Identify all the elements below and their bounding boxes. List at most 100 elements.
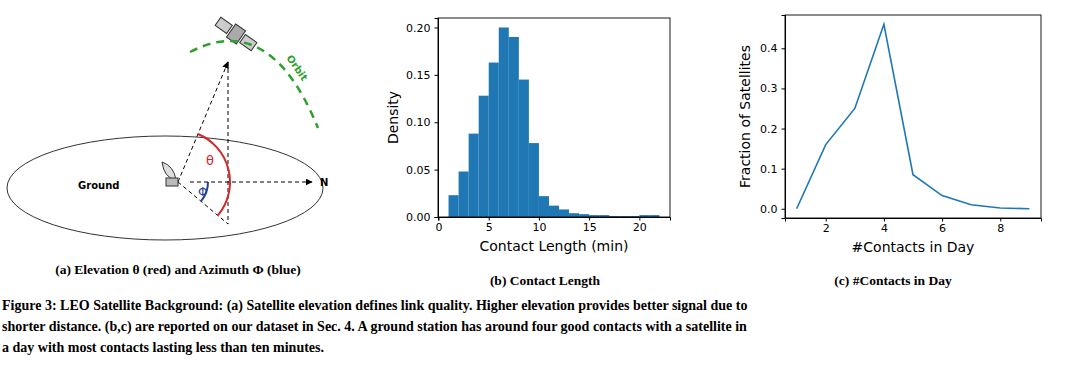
elevation-label: θ [206, 153, 214, 168]
tick: 0 [436, 217, 443, 234]
x-axis: 2 4 6 8 [786, 218, 1042, 235]
bar [539, 196, 549, 217]
bar [519, 80, 529, 217]
diagram: OrbitGroundNθΦ [7, 15, 328, 240]
tick-label: 20 [633, 221, 647, 234]
tick-label: 0.00 [406, 211, 431, 224]
dish [162, 162, 176, 180]
tick-label: 0.15 [406, 69, 431, 82]
subcaption: (c) #Contacts in Day [834, 273, 952, 288]
tick-label: 0.1 [760, 163, 778, 176]
ground-plane [7, 136, 323, 240]
tick: 0.4 [760, 42, 785, 55]
plot-area [797, 24, 1030, 209]
plot-frame [785, 15, 1041, 218]
tick: 0.0 [760, 203, 785, 216]
plot-area [449, 27, 660, 217]
bar [489, 63, 499, 217]
tick-mark [539, 217, 540, 221]
tick-label: 8 [997, 222, 1004, 235]
tick-label: 0.05 [406, 164, 431, 177]
bar [449, 195, 459, 217]
tick: 4 [881, 218, 888, 235]
azimuth-label: Φ [198, 185, 207, 199]
tick-label: 0 [436, 221, 443, 234]
tick-mark [589, 217, 590, 221]
figure: OrbitGroundNθΦ(a) Elevation θ (red) and … [0, 0, 1078, 372]
tick: 0.2 [760, 123, 785, 136]
tick-mark [435, 170, 439, 171]
tick: 0.05 [406, 164, 438, 177]
line-to-satellite [178, 62, 228, 182]
tick-mark [435, 75, 439, 76]
x-axis-title: #Contacts in Day [852, 239, 975, 255]
satellite-icon [213, 15, 258, 53]
tick-mark [435, 122, 439, 123]
subcaption: (b) Contact Length [490, 273, 601, 288]
tick-label: 0.4 [760, 42, 778, 55]
tick: 0.20 [406, 21, 438, 34]
orbit-path [190, 41, 318, 128]
tick: 0.15 [406, 69, 438, 82]
tick: 15 [583, 217, 597, 234]
tick: 6 [939, 218, 946, 235]
tick: 20 [633, 217, 647, 234]
chart: 2 4 6 8 0.0 0.1 0.2 0.3 0.4 #Contacts in Day Fract… [737, 15, 1042, 288]
tick: 0.1 [760, 163, 785, 176]
solar-panel [215, 17, 232, 33]
plot-frame [438, 18, 670, 217]
tick-mark [435, 27, 439, 28]
tick-label: 0.0 [760, 203, 778, 216]
tick-mark [489, 217, 490, 221]
bar [499, 27, 509, 217]
axis-line [786, 219, 1042, 222]
tick-label: 0.2 [760, 123, 778, 136]
north-label: N [320, 177, 328, 188]
bar [529, 143, 539, 217]
tick-label: 4 [881, 222, 888, 235]
y-axis: 0.00 0.05 0.10 0.15 0.20 [406, 19, 439, 225]
figure-caption: Figure 3: LEO Satellite Background: (a) … [2, 298, 747, 355]
tick-label: 6 [939, 222, 946, 235]
tick-label: 0.3 [760, 82, 778, 95]
chart: 0 5 10 15 20 0.00 0.05 0.10 0.15 0.20 Contact Leng… [385, 18, 671, 288]
tick-mark [826, 218, 827, 222]
tick-mark [435, 217, 439, 218]
tick-label: 15 [583, 221, 597, 234]
tick-mark [782, 169, 786, 170]
tick-label: 2 [823, 222, 830, 235]
tick: 10 [532, 217, 546, 234]
tick-label: 5 [486, 221, 493, 234]
tick: 0.00 [406, 211, 438, 224]
bar [459, 172, 469, 217]
elevation-arc [198, 134, 230, 215]
bar [569, 213, 579, 217]
tick: 8 [997, 218, 1004, 235]
ground-station-icon [162, 162, 178, 186]
bar [479, 96, 489, 217]
x-axis: 0 5 10 15 20 [436, 217, 671, 234]
tick: 2 [823, 218, 830, 235]
tick: 0.3 [760, 82, 785, 95]
tick-mark [782, 48, 786, 49]
tick-mark [884, 218, 885, 222]
tick-mark [942, 218, 943, 222]
tick-mark [639, 217, 640, 221]
tick-mark [782, 88, 786, 89]
line [797, 24, 1030, 209]
y-axis-title: Density [385, 91, 401, 144]
caption-line: Figure 3: LEO Satellite Background: (a) … [2, 298, 747, 314]
tick-label: 0.20 [406, 21, 431, 34]
ground-label: Ground [78, 180, 119, 191]
y-axis-title: Fraction of Satellites [737, 45, 753, 188]
dish-base [166, 178, 178, 186]
bar [559, 209, 569, 217]
y-axis: 0.0 0.1 0.2 0.3 0.4 [760, 16, 786, 219]
tick-mark [782, 129, 786, 130]
line-to-projection [178, 182, 228, 224]
bar [469, 134, 479, 217]
caption-line: shorter distance. (b,c) are reported on … [2, 319, 747, 335]
x-axis-title: Contact Length (min) [480, 238, 629, 254]
tick-mark [782, 209, 786, 210]
tick-label: 0.10 [406, 116, 431, 129]
